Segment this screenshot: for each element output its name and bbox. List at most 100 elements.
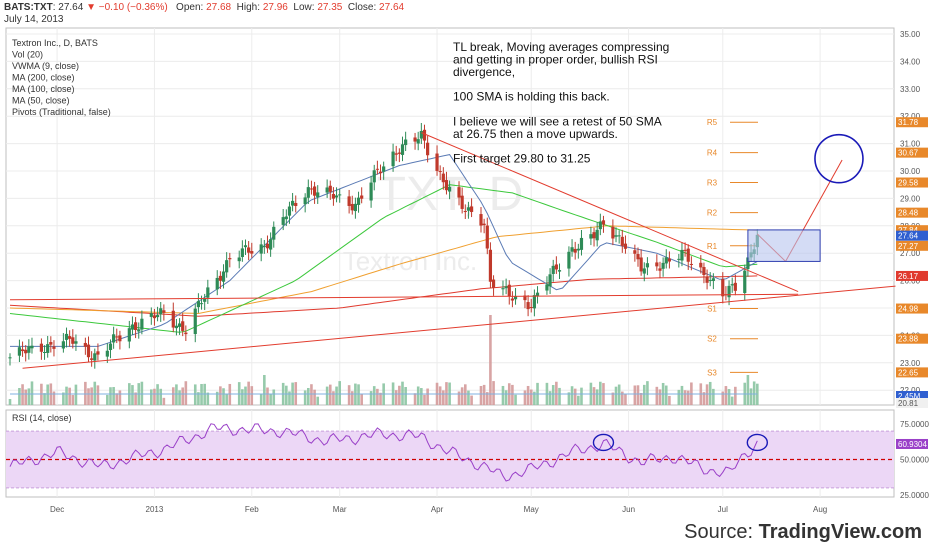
volume-bar (225, 393, 228, 405)
candle-body (162, 310, 166, 313)
candle-body (269, 239, 273, 250)
volume-bar (181, 387, 184, 405)
candle-body (491, 279, 496, 288)
candle-body (291, 200, 295, 206)
candle-body (353, 203, 357, 212)
volume-bar (577, 395, 580, 405)
candle-body (281, 217, 285, 225)
candle-body (727, 285, 731, 298)
candle-body (306, 187, 310, 198)
candle-body (620, 236, 624, 246)
volume-bar (724, 386, 728, 405)
volume-bar (442, 390, 445, 405)
price-axis-flag-text: 31.78 (898, 118, 919, 127)
open-value: 27.68 (206, 2, 232, 13)
price-axis-flag (896, 230, 928, 241)
candle-body (331, 193, 336, 199)
volume-bar (222, 388, 225, 405)
volume-bar (413, 393, 417, 405)
volume-bar (156, 384, 159, 405)
price-tick-label: 35.00 (900, 30, 921, 39)
candle-body (488, 249, 493, 282)
candle-body (108, 343, 113, 351)
volume-bar (501, 385, 505, 405)
candle-body (181, 321, 185, 331)
volume-bar (482, 384, 486, 405)
pivot-label-s3: S3 (707, 368, 717, 377)
price-tick-label: 26.00 (900, 277, 921, 286)
candle-body (504, 286, 508, 289)
volume-bar (272, 389, 276, 405)
candle-body (397, 152, 401, 154)
target-box (747, 229, 821, 262)
volume-bar (730, 396, 734, 405)
candle-body (699, 262, 703, 268)
candle-body (677, 258, 681, 260)
annotation-line: I believe we will see a retest of 50 SMA (453, 114, 662, 128)
price-axis-flag-text: 27.64 (898, 232, 919, 241)
volume-bar (96, 385, 100, 405)
volume-bar (159, 388, 163, 405)
candle-body (661, 262, 665, 269)
volume-bar (328, 384, 332, 405)
candle-body (645, 263, 650, 268)
rsi-value-flag (896, 438, 928, 449)
candle-body (174, 325, 179, 329)
source-brand: TradingView.com (758, 521, 922, 543)
candle-body (448, 186, 452, 192)
candle-body (303, 197, 307, 205)
candle-body (551, 265, 555, 274)
volume-bar (573, 388, 577, 405)
candle-body (501, 288, 505, 290)
candle-body (284, 216, 288, 220)
price-tick-label: 22.00 (900, 386, 921, 395)
volume-bar (43, 393, 46, 405)
candle-body (746, 257, 750, 270)
candle-body (658, 268, 662, 271)
candle-body (171, 310, 175, 328)
candle-body (134, 322, 138, 331)
price-tick-label: 29.00 (900, 194, 921, 203)
volume-bar (479, 386, 483, 405)
candle-body (482, 223, 486, 226)
candle-body (570, 247, 574, 252)
candle-body (485, 225, 489, 249)
x-tick-label: Mar (333, 505, 347, 514)
volume-bar (570, 386, 574, 405)
candle-body (39, 343, 43, 352)
candle-body (61, 341, 65, 349)
volume-bar (470, 395, 473, 405)
source-credit: Source: TradingView.com (684, 521, 922, 544)
candle-body (369, 182, 373, 201)
volume-bar (263, 375, 266, 405)
x-tick-label: Apr (431, 505, 444, 514)
candle-body (140, 318, 144, 330)
volume-bar (752, 381, 756, 405)
candle-body (42, 351, 47, 353)
rsi-title: RSI (14, close) (12, 413, 72, 423)
volume-bar (504, 390, 508, 405)
candle-body (689, 263, 693, 265)
volume-bar (175, 384, 178, 405)
candle-body (655, 262, 659, 267)
legend-item: Textron Inc., D, BATS (12, 38, 98, 48)
volume-bar (457, 391, 461, 405)
candle-body (309, 188, 314, 190)
volume-bar (90, 387, 93, 405)
x-tick-label: Jul (718, 505, 728, 514)
candle-body (730, 284, 734, 286)
candle-body (375, 168, 379, 170)
volume-bar (511, 384, 514, 405)
legend-item: VWMA (9, close) (12, 61, 79, 71)
pivot-label-r1: R1 (707, 242, 718, 251)
annotation-line: and getting in proper order, bullish RSI (453, 52, 658, 66)
candle-body (86, 344, 91, 358)
candle-body (83, 342, 87, 347)
candle-body (356, 197, 361, 205)
open-label: Open: (176, 2, 204, 13)
candle-body (149, 313, 153, 317)
candle-body (702, 267, 706, 275)
volume-bar (555, 381, 558, 405)
candle-body (391, 151, 395, 167)
